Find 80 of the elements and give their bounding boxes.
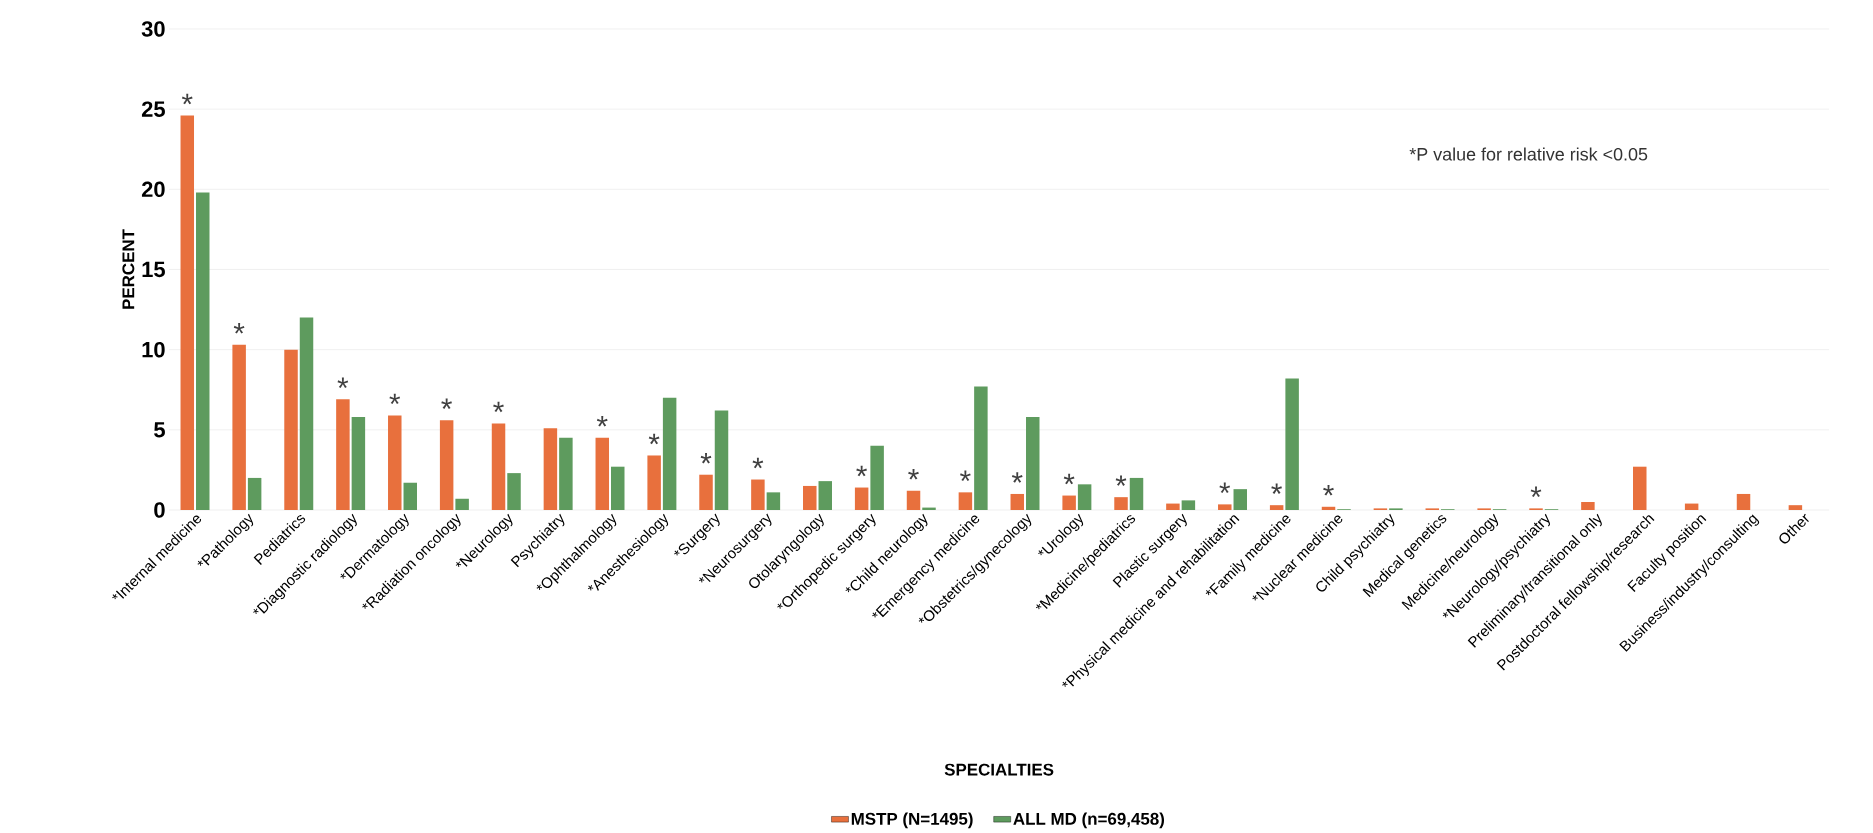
legend-label: MSTP (N=1495) [851, 812, 973, 829]
bar [1269, 505, 1284, 510]
annotation: * [752, 457, 764, 469]
bar [662, 397, 677, 510]
bar [766, 492, 781, 510]
bar [958, 492, 973, 510]
bar [180, 115, 195, 510]
y-tick-label: 15 [142, 261, 165, 278]
bar [1581, 501, 1595, 510]
bar [336, 399, 350, 510]
y-axis-title: PERCENT [122, 229, 135, 309]
bar [1077, 484, 1092, 510]
bar [1321, 506, 1336, 510]
bar [1062, 495, 1076, 510]
bar [455, 498, 469, 510]
bar [1218, 504, 1232, 510]
bar [751, 479, 765, 510]
bar [1736, 493, 1751, 510]
annotation: * [1271, 483, 1282, 494]
bar [232, 344, 246, 510]
bar [1026, 416, 1040, 510]
bar [1633, 466, 1647, 510]
annotation: * [1323, 485, 1334, 496]
bar [699, 474, 713, 510]
bar [439, 420, 454, 510]
annotation: * [441, 398, 452, 409]
annotation: * [856, 465, 867, 477]
bar [388, 415, 402, 510]
bar [1788, 505, 1803, 510]
annotation: *P value for relative risk <0.05 [1409, 147, 1648, 161]
annotation: * [960, 470, 971, 482]
annotation: * [1115, 475, 1127, 486]
annotation: * [908, 468, 919, 480]
bar [714, 410, 729, 510]
bar [803, 485, 817, 510]
y-tick-label: 10 [142, 341, 165, 358]
y-tick-label: 30 [141, 21, 165, 37]
annotation: * [1219, 482, 1231, 494]
bar [974, 386, 988, 510]
bar [1129, 477, 1144, 510]
bar [196, 192, 210, 510]
annotation: * [648, 433, 660, 445]
bar [403, 482, 417, 510]
annotation: * [1063, 473, 1075, 485]
annotation: * [233, 323, 245, 334]
bar [1181, 500, 1196, 510]
annotation: * [181, 93, 193, 105]
annotation: * [700, 452, 712, 464]
annotation: * [337, 377, 349, 389]
bar [247, 477, 262, 510]
bar [611, 466, 625, 510]
y-tick-label: 20 [141, 181, 165, 198]
annotation: * [389, 393, 401, 405]
bar [1285, 378, 1299, 510]
y-tick-label: 5 [154, 422, 165, 438]
bar [351, 416, 366, 510]
legend-label: ALL MD (n=69,458) [1013, 812, 1165, 829]
bar [1233, 489, 1247, 510]
bar [818, 481, 832, 510]
bar [647, 455, 661, 510]
bar [1684, 503, 1699, 510]
bar [507, 473, 521, 510]
bar [559, 437, 573, 510]
bar [595, 437, 610, 510]
y-tick-label: 25 [141, 101, 165, 117]
annotation: * [1011, 472, 1023, 483]
annotation: * [1530, 486, 1542, 498]
bar [543, 428, 558, 510]
bar [854, 487, 869, 510]
bar [1114, 497, 1128, 510]
annotation: * [596, 416, 608, 427]
bar [870, 445, 884, 510]
bar [284, 349, 298, 510]
bar [299, 317, 314, 510]
bar [906, 490, 921, 510]
annotation: * [493, 401, 504, 413]
bar [1010, 493, 1025, 510]
bar [1166, 503, 1180, 510]
x-axis-title: SPECIALTIES [944, 763, 1054, 776]
bar [491, 423, 506, 510]
